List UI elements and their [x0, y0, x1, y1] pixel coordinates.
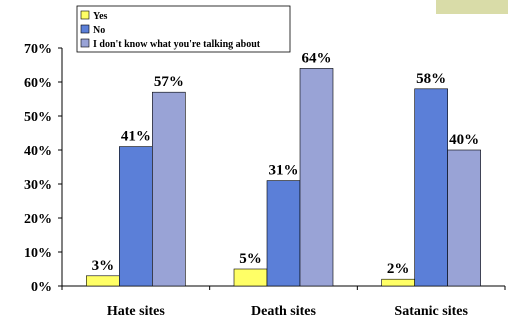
data-label: 5% — [239, 251, 262, 267]
bar — [86, 275, 120, 287]
data-label: 64% — [302, 50, 332, 66]
bar — [119, 146, 153, 287]
x-tick-label: Death sites — [251, 304, 316, 319]
x-tick-label: Satanic sites — [394, 304, 468, 319]
y-tick-label: 50% — [24, 110, 52, 125]
y-tick-label: 60% — [24, 76, 52, 91]
y-tick-label: 30% — [24, 178, 52, 193]
bar — [414, 88, 448, 287]
corner-decoration — [436, 0, 508, 14]
x-tick-label: Hate sites — [107, 304, 165, 319]
data-label: 40% — [449, 132, 479, 148]
bar — [233, 268, 268, 287]
data-label: 31% — [269, 163, 299, 179]
y-tick-label: 40% — [24, 144, 52, 159]
bar — [299, 68, 334, 287]
x-axis: Hate sites Death sites Satanic sites — [61, 285, 506, 319]
legend: Yes No I don't know what you're talking ab… — [76, 5, 291, 53]
y-tick-label: 20% — [24, 212, 52, 227]
legend-swatch — [80, 10, 90, 20]
y-tick-label: 70% — [24, 42, 52, 57]
y-axis: 0% 10% 20% 30% 40% 50% 60% 70% — [24, 42, 63, 295]
y-tick-label: 0% — [31, 280, 52, 295]
legend-swatch — [80, 24, 90, 34]
data-label: 41% — [121, 129, 151, 145]
data-labels: 3% 41% 57% 5% 31% 64% 2% 58% 40% — [92, 50, 480, 277]
data-label: 2% — [387, 261, 410, 277]
data-label: 57% — [154, 74, 184, 90]
bar — [266, 180, 301, 287]
y-tick-label: 10% — [24, 246, 52, 261]
legend-swatch — [80, 38, 90, 48]
bar — [447, 149, 481, 287]
bars — [86, 68, 481, 287]
bar — [152, 91, 186, 287]
legend-label: No — [93, 25, 105, 36]
data-label: 58% — [416, 71, 446, 87]
legend-label: Yes — [93, 11, 108, 22]
bar — [381, 278, 415, 287]
legend-box — [76, 5, 291, 53]
legend-label: I don't know what you're talking about — [93, 39, 261, 50]
data-label: 3% — [92, 258, 115, 274]
